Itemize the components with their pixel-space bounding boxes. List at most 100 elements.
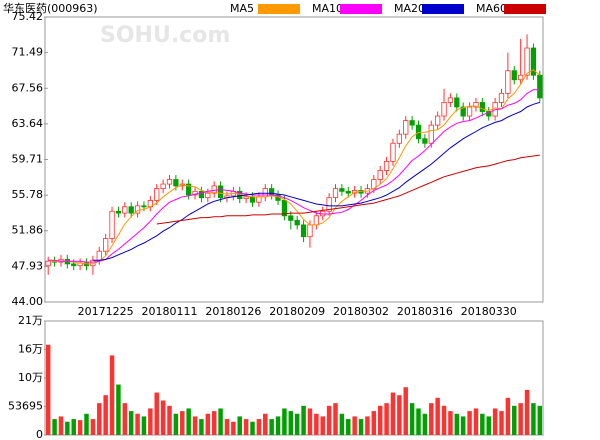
legend-label: MA5 [230,2,254,15]
candle-body [45,260,51,267]
volume-bar [352,416,357,435]
candle-body [466,106,473,117]
volume-bar [186,408,191,435]
candle-body [524,47,530,76]
candle-body [454,97,460,108]
candle-body [447,97,454,103]
ma-line [48,89,540,263]
volume-bar [492,408,498,435]
volume-bar [416,408,421,435]
volume-bar [90,419,96,435]
legend-swatch [258,4,300,14]
volume-bar [435,397,440,435]
x-tick-label: 20180126 [205,305,261,318]
candle-body [428,124,434,144]
y-tick-label: 63.64 [12,117,44,130]
candle-body [154,188,160,201]
volume-bar [218,408,223,435]
y-tick-label: 47.93 [12,259,44,272]
price-frame [44,16,544,303]
y-tick-label: 0 [36,428,43,440]
volume-bar [288,411,294,435]
volume-bar [141,416,147,435]
candle-body [103,238,109,252]
volume-bar [390,392,396,435]
volume-bar [97,403,102,435]
candle-body [128,206,134,214]
volume-bar [409,403,415,435]
volume-bar [518,403,523,435]
volume-bar [77,420,83,435]
volume-bar [339,413,345,435]
volume-bar [65,421,70,435]
candle-body [530,47,537,76]
candle-body [217,185,224,199]
y-tick-label: 71.49 [12,46,44,59]
candle-body [269,188,275,196]
candle-body [313,215,319,226]
volume-bar [486,416,491,435]
volume-bar [231,421,236,435]
candle-body [511,70,517,81]
candle-body [243,196,249,199]
candle-body [109,210,115,239]
candle-body [141,205,147,208]
volume-bar [243,419,249,435]
candle-body [205,192,211,199]
volume-bar [160,400,166,435]
candle-body [537,74,543,99]
candle-body [294,219,300,226]
volume-bar [524,389,530,435]
y-tick-label: 55.78 [12,188,44,201]
volume-bar [58,416,64,435]
candle-body [96,250,102,261]
watermark: SOHU.com [100,23,230,48]
x-tick-label: 20171225 [78,305,134,318]
candle-body [383,161,390,171]
candle-body [288,215,294,221]
volume-bar [467,411,472,435]
volume-bar [122,403,128,435]
candle-body [377,170,383,180]
y-tick-label: 75.42 [12,10,44,23]
candle-body [339,188,345,192]
y-tick-label: 53695 [8,400,43,413]
candle-body [326,197,332,212]
legend-label: MA20 [394,2,425,15]
candle-body [473,102,479,108]
volume-bar [109,355,115,435]
legend-swatch [340,4,382,14]
volume-bar [314,413,319,435]
candle-body [166,179,173,185]
volume-bar [275,416,281,435]
volume-bar [84,413,89,435]
volume-bar [116,384,121,435]
volume-bar [167,405,172,435]
candle-body [460,106,466,117]
candle-body [307,224,313,238]
x-tick-label: 20180209 [269,305,325,318]
volume-bar [173,413,179,435]
volume-bar [301,405,306,435]
volume-bar [250,421,255,435]
volume-bar [531,403,536,435]
legend-swatch [504,4,546,14]
candle-body [479,102,485,112]
volume-bar [52,419,57,435]
volume-bar [294,413,300,435]
volume-bar [135,413,140,435]
legend-swatch [422,4,464,14]
volume-bar [71,419,76,435]
volume-bar [422,413,428,435]
volume-bar [199,419,204,435]
volume-bar [192,416,198,435]
volume-bar [384,403,389,435]
volume-bar [103,395,108,435]
ma-line [48,69,541,265]
volume-bar [512,405,517,435]
x-tick-label: 20180302 [333,305,389,318]
legend-label: MA60 [476,2,507,15]
volume-bar [180,411,185,435]
candle-body [435,115,441,126]
